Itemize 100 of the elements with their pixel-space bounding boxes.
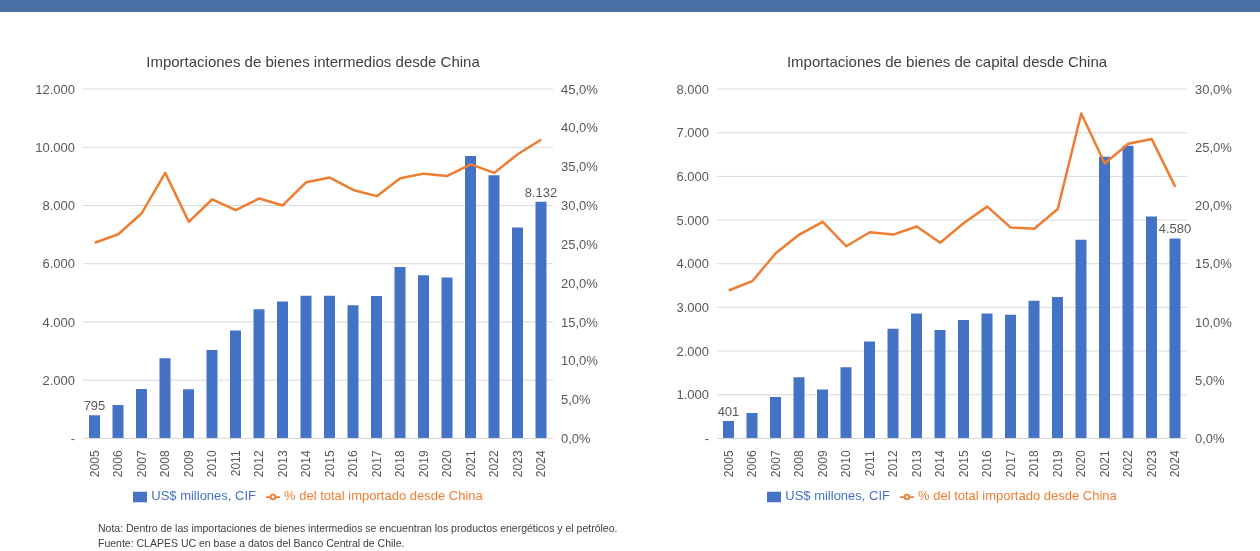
y-tick-label: 5.000 — [676, 212, 709, 228]
x-tick-label: 2022 — [487, 450, 502, 478]
y-tick-label: 8.000 — [676, 81, 709, 97]
y-tick-label: 12.000 — [35, 81, 75, 97]
y2-tick-label: 25,0% — [1195, 139, 1233, 155]
x-tick-label: 2021 — [463, 450, 478, 478]
chart-title: Importaciones de bienes intermedios desde China — [145, 53, 481, 72]
y-tick-label: 2.000 — [676, 343, 709, 359]
bar — [817, 389, 828, 439]
x-tick-label: 2010 — [205, 450, 220, 478]
data-label: 8.132 — [524, 184, 558, 200]
y-tick-label: - — [70, 431, 75, 447]
x-tick-label: 2013 — [909, 450, 924, 478]
x-tick-label: 2006 — [745, 450, 760, 478]
x-tick-label: 2018 — [393, 450, 408, 478]
bar — [371, 296, 382, 439]
x-tick-label: 2018 — [1027, 450, 1042, 478]
x-tick-label: 2024 — [1168, 450, 1183, 478]
x-tick-label: 2007 — [134, 450, 149, 478]
y2-tick-label: 20,0% — [561, 275, 599, 291]
bar — [864, 341, 875, 439]
bar — [89, 415, 100, 439]
y-tick-label: 3.000 — [676, 300, 709, 316]
bar — [535, 201, 547, 439]
text: Nota: Dentro de las importaciones de bienes intermedios se encuentran los productos energéticos y el petróleo. — [98, 521, 619, 536]
y-tick-label: 10.000 — [35, 139, 75, 155]
x-tick-label: 2010 — [839, 450, 854, 478]
x-tick-label: 2016 — [980, 450, 995, 478]
x-tick-label: 2024 — [534, 450, 549, 478]
bar — [394, 266, 406, 439]
x-tick-label: 2022 — [1121, 450, 1136, 478]
y2-tick-label: 20,0% — [1195, 198, 1233, 214]
y-tick-label: 6.000 — [42, 256, 75, 272]
bar — [1099, 156, 1110, 439]
bar — [1122, 145, 1134, 439]
y-tick-label: 7.000 — [676, 125, 709, 141]
y2-tick-label: 35,0% — [561, 159, 599, 175]
x-tick-label: 2005 — [87, 450, 102, 478]
x-tick-label: 2011 — [228, 450, 243, 477]
bar — [1052, 296, 1063, 439]
bar — [934, 330, 946, 439]
y2-tick-label: 10,0% — [1195, 314, 1233, 330]
x-tick-label: 2016 — [346, 450, 361, 478]
y-tick-label: - — [704, 431, 709, 447]
legend-label: % del total importado desde China — [284, 488, 483, 504]
x-tick-label: 2012 — [252, 450, 267, 478]
legend-label: US$ millones, CIF — [785, 488, 890, 504]
x-tick-label: 2019 — [416, 450, 431, 478]
y2-tick-label: 0,0% — [561, 431, 592, 447]
x-tick-label: 2009 — [815, 450, 830, 478]
y-tick-label: 6.000 — [676, 168, 709, 184]
y2-tick-label: 25,0% — [561, 236, 599, 252]
x-tick-label: 2005 — [721, 450, 736, 478]
y2-tick-label: 40,0% — [561, 120, 599, 136]
bar — [112, 404, 124, 439]
bar — [183, 389, 194, 439]
bar — [1169, 238, 1181, 439]
bar — [746, 413, 758, 439]
x-tick-label: 2021 — [1097, 450, 1112, 478]
bar — [723, 420, 734, 439]
bar — [770, 396, 781, 439]
y-tick-label: 4.000 — [42, 314, 75, 330]
y2-tick-label: 15,0% — [561, 314, 599, 330]
bar — [324, 295, 335, 439]
bar — [958, 320, 969, 439]
bar — [418, 275, 429, 439]
bar — [1075, 239, 1087, 439]
legend-label: US$ millones, CIF — [151, 488, 256, 504]
x-tick-label: 2019 — [1050, 450, 1065, 478]
legend-label: % del total importado desde China — [918, 488, 1117, 504]
y2-tick-label: 5,0% — [1195, 372, 1226, 388]
x-tick-label: 2023 — [1144, 450, 1159, 478]
y2-tick-label: 45,0% — [561, 81, 599, 97]
x-tick-label: 2007 — [768, 450, 783, 478]
bar — [911, 313, 922, 439]
bar — [230, 330, 241, 439]
bar — [1146, 216, 1157, 439]
x-tick-label: 2015 — [956, 450, 971, 478]
bar — [253, 309, 265, 439]
y2-tick-label: 30,0% — [561, 198, 599, 214]
bar — [1028, 300, 1040, 439]
y2-tick-label: 30,0% — [1195, 81, 1233, 97]
x-tick-label: 2017 — [369, 450, 384, 478]
bar — [347, 305, 359, 439]
y-tick-label: 4.000 — [676, 256, 709, 272]
bar — [159, 358, 171, 439]
bar — [840, 367, 852, 439]
x-tick-label: 2020 — [440, 450, 455, 478]
bar — [465, 155, 476, 439]
x-tick-label: 2015 — [322, 450, 337, 478]
bar — [981, 313, 993, 439]
data-label: 401 — [717, 403, 740, 419]
y-tick-label: 1.000 — [676, 387, 709, 403]
x-tick-label: 2017 — [1003, 450, 1018, 478]
y2-tick-label: 5,0% — [561, 392, 592, 408]
x-tick-label: 2023 — [510, 450, 525, 478]
x-tick-label: 2008 — [158, 450, 173, 478]
y2-tick-label: 10,0% — [561, 353, 599, 369]
y-tick-label: 8.000 — [42, 198, 75, 214]
bar — [488, 175, 500, 439]
